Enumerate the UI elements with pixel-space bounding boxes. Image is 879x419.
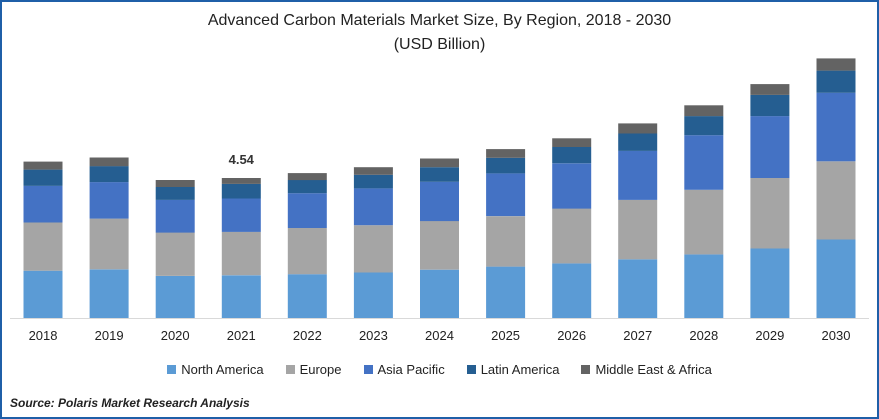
legend-label-latin-america: Latin America	[480, 362, 560, 377]
legend-item-latin-america: Latin America	[466, 362, 560, 377]
bar-segment-2024-north-america	[420, 269, 459, 318]
bar-segment-2030-asia-pacific	[816, 92, 856, 162]
bar-segment-2019-middle-east-africa	[89, 157, 129, 167]
bar-segment-2020-asia-pacific	[155, 199, 195, 233]
bar-segment-2025-middle-east-africa	[486, 149, 526, 158]
chart-legend: North America Europe Asia Pacific Latin …	[0, 362, 879, 377]
bar-segment-2030-middle-east-africa	[816, 58, 856, 71]
bar-segment-2020-latin-america	[155, 187, 195, 200]
bar-segment-2021-latin-america	[221, 183, 261, 199]
bar-segment-2019-asia-pacific	[89, 182, 129, 219]
legend-swatch-europe	[285, 365, 295, 374]
x-tick-label-2023: 2023	[359, 328, 388, 343]
bar-segment-2029-europe	[750, 178, 790, 249]
bar-segment-2028-middle-east-africa	[684, 105, 724, 117]
bar-segment-2024-latin-america	[420, 167, 459, 182]
bar-segment-2025-north-america	[486, 266, 526, 318]
bar-segment-2022-asia-pacific	[287, 193, 327, 228]
bar-segment-2018-north-america	[23, 270, 63, 318]
bar-segment-2025-europe	[486, 216, 526, 267]
bar-segment-2027-middle-east-africa	[618, 123, 658, 134]
bar-segment-2023-latin-america	[353, 174, 393, 189]
bar-segment-2022-north-america	[287, 274, 327, 318]
legend-item-north-america: North America	[167, 362, 264, 377]
bar-segment-2027-latin-america	[618, 133, 658, 151]
x-tick-label-2029: 2029	[755, 328, 784, 343]
bar-segment-2029-north-america	[750, 248, 790, 318]
x-tick-label-2025: 2025	[491, 328, 520, 343]
chart-subtitle: (USD Billion)	[393, 36, 486, 53]
bar-segment-2028-europe	[684, 189, 724, 255]
legend-swatch-middle-east-africa	[581, 365, 591, 374]
bar-segment-2024-middle-east-africa	[420, 158, 459, 168]
bar-segment-2029-middle-east-africa	[750, 84, 790, 95]
bar-segment-2029-latin-america	[750, 94, 790, 117]
bar-segment-2027-europe	[618, 199, 658, 260]
bar-segment-2021-north-america	[221, 275, 261, 318]
legend-swatch-north-america	[167, 365, 177, 374]
bar-segment-2025-latin-america	[486, 157, 526, 174]
bar-segment-2021-middle-east-africa	[221, 178, 261, 184]
stacked-bar-chart: 2018 2019 2020 4.54 2021 2022 2023 2024 2025 2026…	[10, 58, 869, 343]
bar-segment-2026-latin-america	[552, 147, 592, 164]
bar-segment-2027-asia-pacific	[618, 150, 658, 200]
legend-item-middle-east-africa: Middle East & Africa	[581, 362, 712, 377]
bar-segment-2028-north-america	[684, 254, 724, 318]
bar-segment-2026-middle-east-africa	[552, 138, 592, 147]
legend-item-asia-pacific: Asia Pacific	[363, 362, 445, 377]
bar-segment-2022-middle-east-africa	[287, 173, 327, 181]
bar-segment-2029-asia-pacific	[750, 116, 790, 178]
legend-item-europe: Europe	[285, 362, 342, 377]
bar-segment-2024-europe	[420, 221, 459, 270]
bar-segment-2028-latin-america	[684, 116, 724, 136]
x-tick-label-2026: 2026	[557, 328, 586, 343]
x-tick-label-2018: 2018	[29, 328, 58, 343]
legend-label-asia-pacific: Asia Pacific	[377, 362, 445, 377]
bar-segment-2018-europe	[23, 222, 63, 271]
x-tick-label-2022: 2022	[293, 328, 322, 343]
bar-segment-2024-asia-pacific	[420, 181, 459, 222]
legend-label-north-america: North America	[181, 362, 264, 377]
source-note: Source: Polaris Market Research Analysis	[10, 396, 250, 410]
bar-segment-2026-north-america	[552, 263, 592, 318]
bar-segment-2021-europe	[221, 231, 261, 276]
bar-segment-2023-asia-pacific	[353, 188, 393, 226]
bar-segment-2023-north-america	[353, 272, 393, 318]
x-tick-label-2021: 2021	[227, 328, 256, 343]
bar-segment-2022-europe	[287, 228, 327, 275]
data-label-2021: 4.54	[229, 152, 255, 167]
bar-segment-2023-europe	[353, 225, 393, 273]
x-tick-label-2030: 2030	[822, 328, 851, 343]
x-tick-label-2027: 2027	[623, 328, 652, 343]
bar-segment-2021-asia-pacific	[221, 198, 261, 232]
legend-swatch-asia-pacific	[363, 365, 373, 374]
legend-swatch-latin-america	[466, 365, 476, 374]
bar-segment-2020-north-america	[155, 276, 195, 318]
x-tick-label-2019: 2019	[95, 328, 124, 343]
bar-segment-2026-europe	[552, 208, 592, 264]
bar-segment-2019-europe	[89, 218, 129, 270]
bar-segment-2023-middle-east-africa	[353, 167, 393, 175]
legend-label-europe: Europe	[299, 362, 342, 377]
bar-segment-2018-latin-america	[23, 169, 63, 186]
bar-segment-2018-asia-pacific	[23, 186, 63, 223]
bar-segment-2028-asia-pacific	[684, 135, 724, 190]
bar-segment-2020-middle-east-africa	[155, 180, 195, 187]
x-tick-label-2024: 2024	[425, 328, 454, 343]
legend-label-middle-east-africa: Middle East & Africa	[595, 362, 712, 377]
chart-title: Advanced Carbon Materials Market Size, B…	[207, 12, 672, 29]
x-tick-label-2028: 2028	[689, 328, 718, 343]
bar-segment-2018-middle-east-africa	[23, 161, 63, 170]
x-tick-label-2020: 2020	[161, 328, 190, 343]
bar-segment-2019-latin-america	[89, 166, 129, 183]
bar-segment-2019-north-america	[89, 269, 129, 318]
bar-segment-2022-latin-america	[287, 180, 327, 194]
bar-segment-2030-latin-america	[816, 70, 856, 93]
bar-segment-2027-north-america	[618, 259, 658, 318]
bar-segment-2030-north-america	[816, 239, 856, 318]
bar-segment-2025-asia-pacific	[486, 173, 526, 217]
bar-segment-2026-asia-pacific	[552, 163, 592, 209]
bar-segment-2030-europe	[816, 161, 856, 240]
bar-segment-2020-europe	[155, 232, 195, 276]
